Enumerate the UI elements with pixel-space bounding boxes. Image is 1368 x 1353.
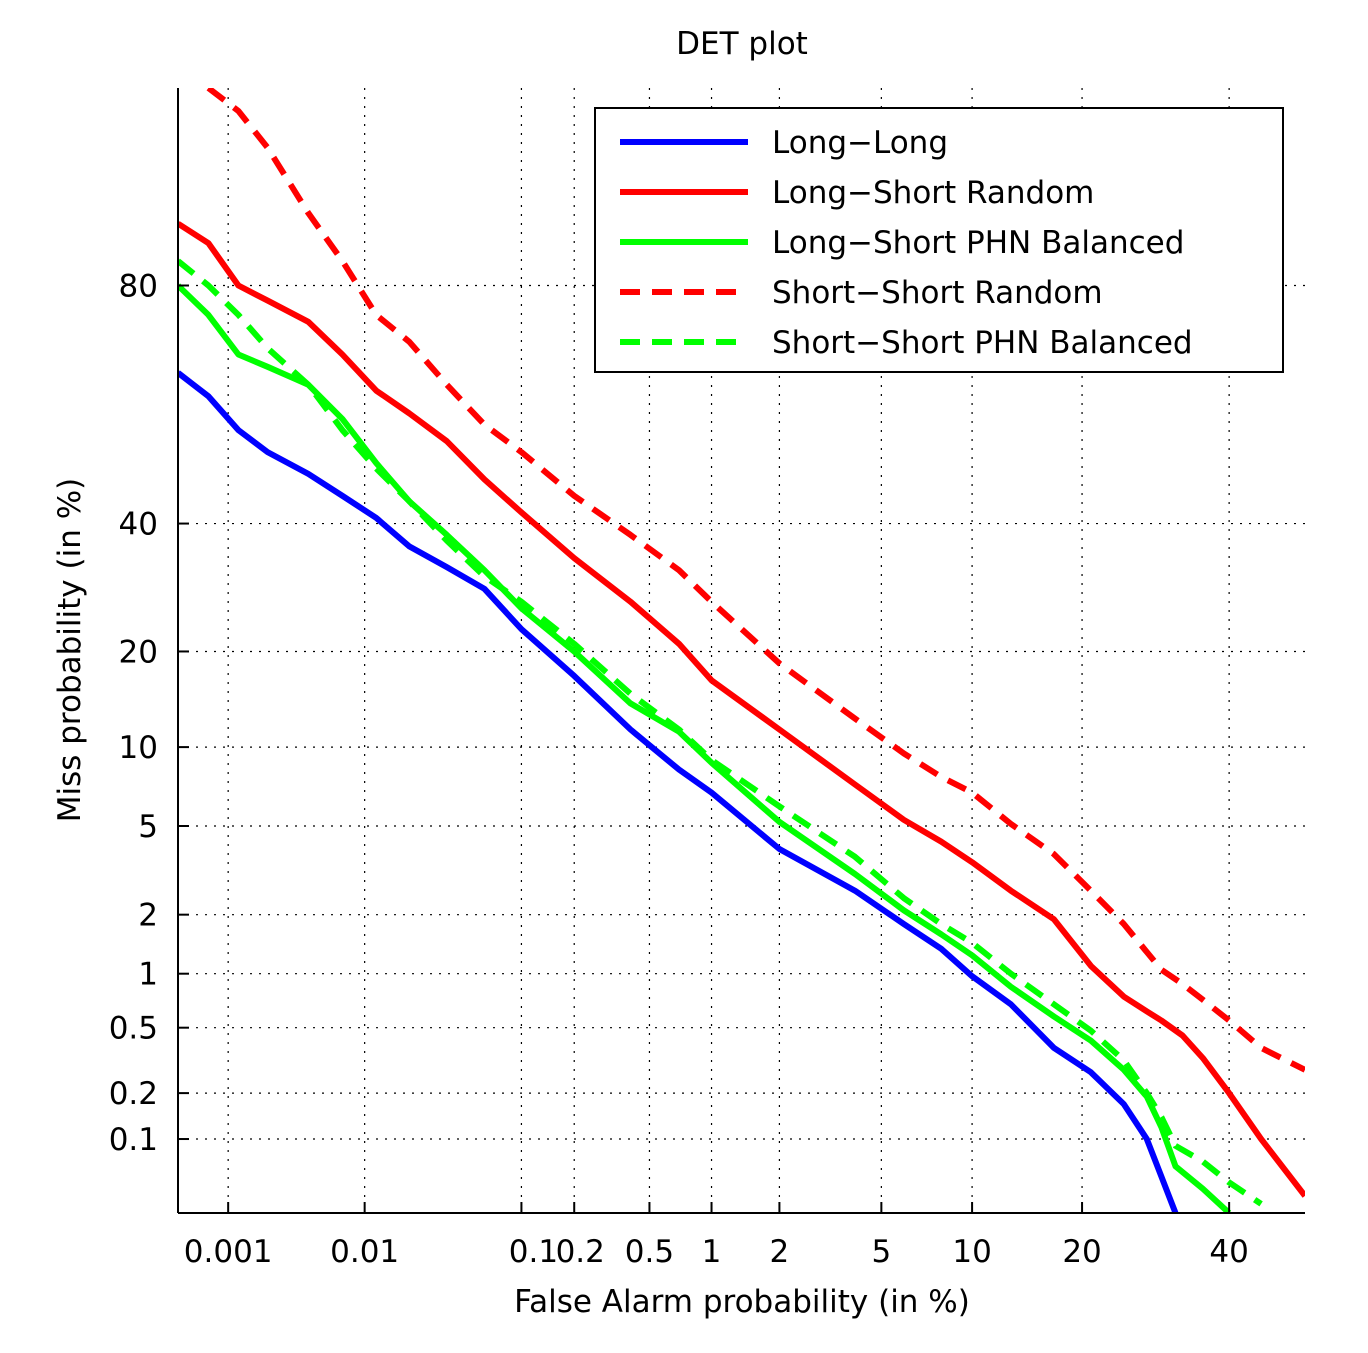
series-line-3 bbox=[178, 283, 1232, 1213]
series-lines bbox=[178, 88, 1305, 1213]
y-axis-label: Miss probability (in %) bbox=[52, 478, 88, 823]
series-line-2 bbox=[178, 221, 1305, 1198]
chart-title: DET plot bbox=[676, 26, 808, 62]
legend-label: Long−Short PHN Balanced bbox=[772, 225, 1184, 261]
x-tick-label: 10 bbox=[952, 1234, 991, 1270]
y-tick-label: 5 bbox=[138, 809, 158, 845]
x-tick-label: 1 bbox=[702, 1234, 722, 1270]
x-tick-label: 20 bbox=[1062, 1234, 1101, 1270]
legend-label: Long−Short Random bbox=[772, 175, 1094, 211]
x-axis-label: False Alarm probability (in %) bbox=[514, 1284, 970, 1320]
y-tick-label: 80 bbox=[119, 269, 158, 305]
x-tick-label: 0.001 bbox=[184, 1234, 273, 1270]
y-tick-label: 20 bbox=[119, 634, 158, 670]
x-tick-label: 0.01 bbox=[330, 1234, 399, 1270]
legend-label: Short−Short PHN Balanced bbox=[772, 325, 1193, 361]
tick-labels: 0.001 0.01 0.10.2 0.5 1 2 5 10 20 400.10.20.51251… bbox=[109, 269, 1249, 1270]
x-tick-label: 0.1 bbox=[509, 1234, 558, 1270]
legend-label: Short−Short Random bbox=[772, 275, 1103, 311]
x-tick-label: 0.2 bbox=[556, 1234, 605, 1270]
tick-marks bbox=[178, 284, 1231, 1213]
y-tick-label: 1 bbox=[138, 957, 158, 993]
x-tick-label: 2 bbox=[770, 1234, 790, 1270]
series-line-5 bbox=[178, 258, 1263, 1207]
legend-label: Long−Long bbox=[772, 125, 948, 161]
series-line-4 bbox=[206, 88, 1305, 1073]
x-tick-label: 0.5 bbox=[625, 1234, 674, 1270]
legend: Long−Long Long−Short Random Long−Short PHN… bbox=[594, 107, 1284, 373]
y-tick-label: 10 bbox=[119, 730, 158, 766]
y-tick-label: 40 bbox=[119, 507, 158, 543]
y-tick-label: 0.1 bbox=[109, 1122, 158, 1158]
y-tick-label: 2 bbox=[138, 898, 158, 934]
y-tick-label: 0.2 bbox=[109, 1076, 158, 1112]
y-tick-label: 0.5 bbox=[109, 1011, 158, 1047]
series-line-1 bbox=[178, 370, 1179, 1213]
x-tick-label: 40 bbox=[1209, 1234, 1248, 1270]
x-tick-label: 5 bbox=[871, 1234, 891, 1270]
